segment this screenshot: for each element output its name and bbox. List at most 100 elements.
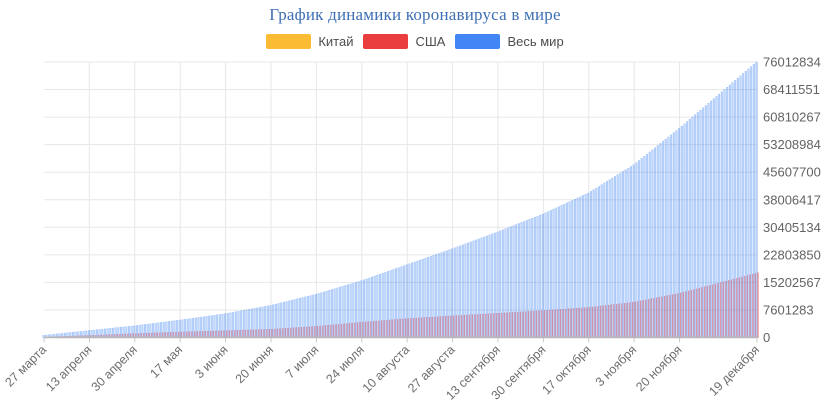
bar-world[interactable]: [443, 251, 446, 338]
bar-world[interactable]: [109, 328, 112, 338]
bar-world[interactable]: [392, 269, 395, 338]
bar-world[interactable]: [202, 316, 205, 338]
bar-world[interactable]: [130, 325, 133, 338]
bar-world[interactable]: [261, 306, 264, 338]
bar-world[interactable]: [496, 231, 499, 338]
bar-world[interactable]: [624, 169, 627, 338]
bar-world[interactable]: [87, 330, 90, 338]
bar-world[interactable]: [237, 311, 240, 338]
bar-world[interactable]: [563, 203, 566, 338]
bar-world[interactable]: [525, 220, 528, 338]
bar-world[interactable]: [638, 160, 641, 338]
bar-world[interactable]: [691, 116, 694, 338]
bar-world[interactable]: [85, 330, 88, 338]
bar-world[interactable]: [734, 80, 737, 338]
bar-world[interactable]: [413, 261, 416, 338]
bar-world[interactable]: [144, 324, 147, 338]
bar-world[interactable]: [536, 215, 539, 338]
bar-world[interactable]: [742, 73, 745, 338]
bar-world[interactable]: [309, 295, 312, 338]
bar-world[interactable]: [288, 300, 291, 338]
bar-world[interactable]: [328, 290, 331, 338]
bar-world[interactable]: [79, 331, 82, 338]
bar-world[interactable]: [488, 234, 491, 338]
bar-world[interactable]: [266, 305, 269, 338]
bar-world[interactable]: [408, 263, 411, 338]
bar-world[interactable]: [547, 211, 550, 338]
bar-world[interactable]: [189, 318, 192, 338]
bar-world[interactable]: [71, 332, 74, 338]
bar-world[interactable]: [715, 96, 718, 338]
bar-world[interactable]: [696, 112, 699, 338]
bar-world[interactable]: [552, 208, 555, 338]
bar-world[interactable]: [648, 151, 651, 338]
bar-world[interactable]: [333, 288, 336, 338]
bar-world[interactable]: [445, 250, 448, 338]
bar-world[interactable]: [595, 187, 598, 338]
bar-world[interactable]: [646, 153, 649, 338]
bar-world[interactable]: [352, 282, 355, 338]
bar-world[interactable]: [485, 235, 488, 338]
bar-world[interactable]: [373, 275, 376, 338]
bar-world[interactable]: [606, 181, 609, 338]
bar-world[interactable]: [136, 325, 139, 338]
bar-world[interactable]: [397, 267, 400, 338]
bar-world[interactable]: [152, 323, 155, 338]
bar-world[interactable]: [234, 311, 237, 338]
bar-world[interactable]: [456, 246, 459, 338]
bar-world[interactable]: [320, 292, 323, 338]
bar-world[interactable]: [739, 75, 742, 338]
bar-world[interactable]: [403, 265, 406, 338]
bar-world[interactable]: [349, 283, 352, 338]
bar-world[interactable]: [111, 327, 114, 338]
bar-world[interactable]: [451, 248, 454, 338]
bar-world[interactable]: [616, 174, 619, 338]
bar-world[interactable]: [306, 296, 309, 338]
bar-world[interactable]: [170, 320, 173, 338]
bar-world[interactable]: [579, 196, 582, 338]
bar-world[interactable]: [744, 70, 747, 338]
bar-world[interactable]: [731, 82, 734, 338]
bar-world[interactable]: [614, 176, 617, 338]
bar-world[interactable]: [528, 219, 531, 338]
bar-world[interactable]: [245, 309, 248, 338]
bar-world[interactable]: [675, 130, 678, 338]
bar-world[interactable]: [280, 302, 283, 338]
bar-world[interactable]: [461, 244, 464, 338]
bar-world[interactable]: [437, 253, 440, 338]
bar-world[interactable]: [726, 87, 729, 338]
bar-world[interactable]: [325, 290, 328, 338]
bar-world[interactable]: [694, 114, 697, 338]
bar-world[interactable]: [210, 315, 213, 338]
bar-world[interactable]: [344, 285, 347, 338]
bar-world[interactable]: [160, 322, 163, 338]
bar-world[interactable]: [643, 156, 646, 338]
bar-world[interactable]: [82, 330, 85, 338]
bar-world[interactable]: [357, 281, 360, 338]
bar-world[interactable]: [517, 223, 520, 338]
bar-world[interactable]: [480, 237, 483, 338]
bar-world[interactable]: [224, 313, 227, 338]
bar-world[interactable]: [459, 245, 462, 338]
bar-world[interactable]: [467, 242, 470, 338]
bar-world[interactable]: [464, 243, 467, 338]
bar-world[interactable]: [592, 189, 595, 338]
bar-world[interactable]: [491, 233, 494, 338]
bar-world[interactable]: [341, 286, 344, 338]
bar-world[interactable]: [314, 294, 317, 338]
bar-world[interactable]: [699, 109, 702, 338]
bar-world[interactable]: [640, 158, 643, 338]
bar-world[interactable]: [162, 321, 165, 338]
bar-world[interactable]: [515, 224, 518, 338]
bar-world[interactable]: [424, 257, 427, 338]
bar-world[interactable]: [656, 145, 659, 338]
bar-world[interactable]: [565, 202, 568, 338]
bar-world[interactable]: [507, 227, 510, 338]
bar-world[interactable]: [630, 166, 633, 338]
bar-world[interactable]: [667, 136, 670, 338]
bar-world[interactable]: [509, 226, 512, 338]
bar-world[interactable]: [395, 268, 398, 338]
bar-world[interactable]: [256, 307, 259, 338]
bar-world[interactable]: [216, 314, 219, 338]
bar-world[interactable]: [95, 329, 98, 338]
